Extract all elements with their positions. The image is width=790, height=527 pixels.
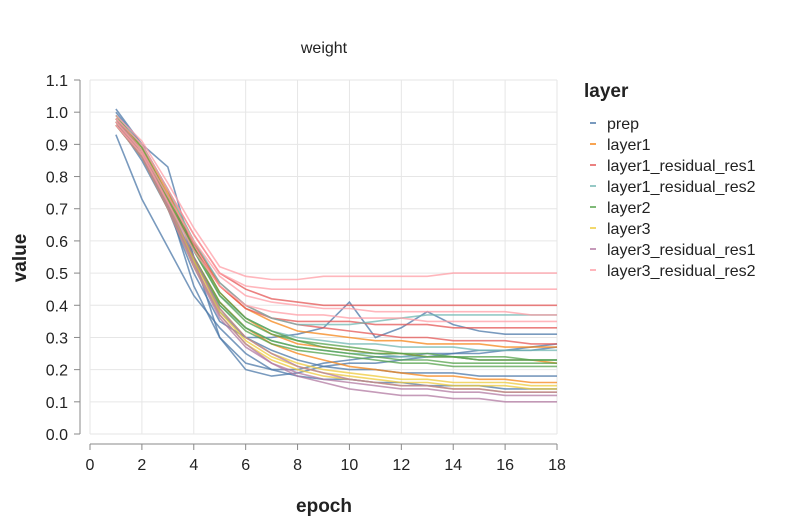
legend-label: layer1_residual_res2 bbox=[607, 179, 756, 196]
grid bbox=[89, 79, 558, 435]
series-line-layer3_residual_res2 bbox=[115, 118, 557, 290]
x-tick-label: 14 bbox=[444, 457, 462, 474]
y-tick-label: 0.5 bbox=[46, 266, 68, 283]
series-line-layer3 bbox=[115, 118, 557, 387]
y-tick-label: 0.0 bbox=[46, 427, 68, 444]
x-tick-label: 0 bbox=[86, 457, 95, 474]
series-line-prep bbox=[115, 121, 557, 339]
series-line-layer3_residual_res2 bbox=[115, 121, 557, 316]
legend-label: layer3 bbox=[607, 221, 651, 238]
legend-label: layer3_residual_res2 bbox=[607, 263, 756, 280]
axes: 0 2 4 6 8 10 12 14 16 18 0.0 0.1 0.2 0.3 0.4 0.5 0.6 0.7 0… bbox=[46, 73, 566, 474]
legend-label: layer2 bbox=[607, 200, 651, 217]
y-tick-label: 1.0 bbox=[46, 105, 68, 122]
series-line-layer3_residual_res2 bbox=[115, 124, 557, 323]
series-line-layer1_residual_res1 bbox=[115, 121, 557, 329]
y-tick-label: 0.8 bbox=[46, 170, 68, 187]
series-line-prep bbox=[115, 111, 557, 377]
series-lines bbox=[115, 108, 558, 403]
legend: layer prep layer1 layer1_residual_res1laye… bbox=[584, 81, 756, 280]
x-tick-label: 18 bbox=[548, 457, 566, 474]
legend-label: layer1 bbox=[607, 137, 651, 154]
y-tick-label: 1.1 bbox=[46, 73, 68, 90]
y-tick-label: 0.1 bbox=[46, 395, 68, 412]
legend-title: layer bbox=[584, 81, 629, 102]
series-line-layer3_residual_res1 bbox=[115, 124, 557, 397]
y-tick-label: 0.3 bbox=[46, 330, 68, 347]
legend-label: layer3_residual_res1 bbox=[607, 242, 756, 259]
series-line-layer3_residual_res1 bbox=[115, 118, 557, 393]
x-tick-label: 10 bbox=[341, 457, 359, 474]
y-tick-label: 0.2 bbox=[46, 363, 68, 380]
x-tick-label: 4 bbox=[189, 457, 198, 474]
y-axis-label: value bbox=[10, 234, 31, 283]
x-tick-label: 12 bbox=[392, 457, 410, 474]
x-tick-label: 2 bbox=[137, 457, 146, 474]
y-tick-label: 0.9 bbox=[46, 137, 68, 154]
series-line-layer1_residual_res1 bbox=[115, 118, 557, 307]
series-line-layer1 bbox=[115, 124, 557, 384]
x-tick-label: 8 bbox=[293, 457, 302, 474]
y-tick-label: 0.7 bbox=[46, 202, 68, 219]
series-line-layer2 bbox=[115, 114, 557, 361]
legend-label: prep bbox=[607, 116, 639, 133]
chart-title: weight bbox=[300, 40, 348, 57]
x-tick-label: 6 bbox=[241, 457, 250, 474]
x-axis-label: epoch bbox=[296, 496, 352, 517]
legend-label: layer1_residual_res1 bbox=[607, 158, 756, 175]
series-line-layer3_residual_res1 bbox=[115, 121, 557, 403]
x-tick-label: 16 bbox=[496, 457, 514, 474]
series-line-layer3_residual_res2 bbox=[115, 114, 557, 281]
y-tick-label: 0.6 bbox=[46, 234, 68, 251]
y-tick-label: 0.4 bbox=[46, 298, 68, 315]
